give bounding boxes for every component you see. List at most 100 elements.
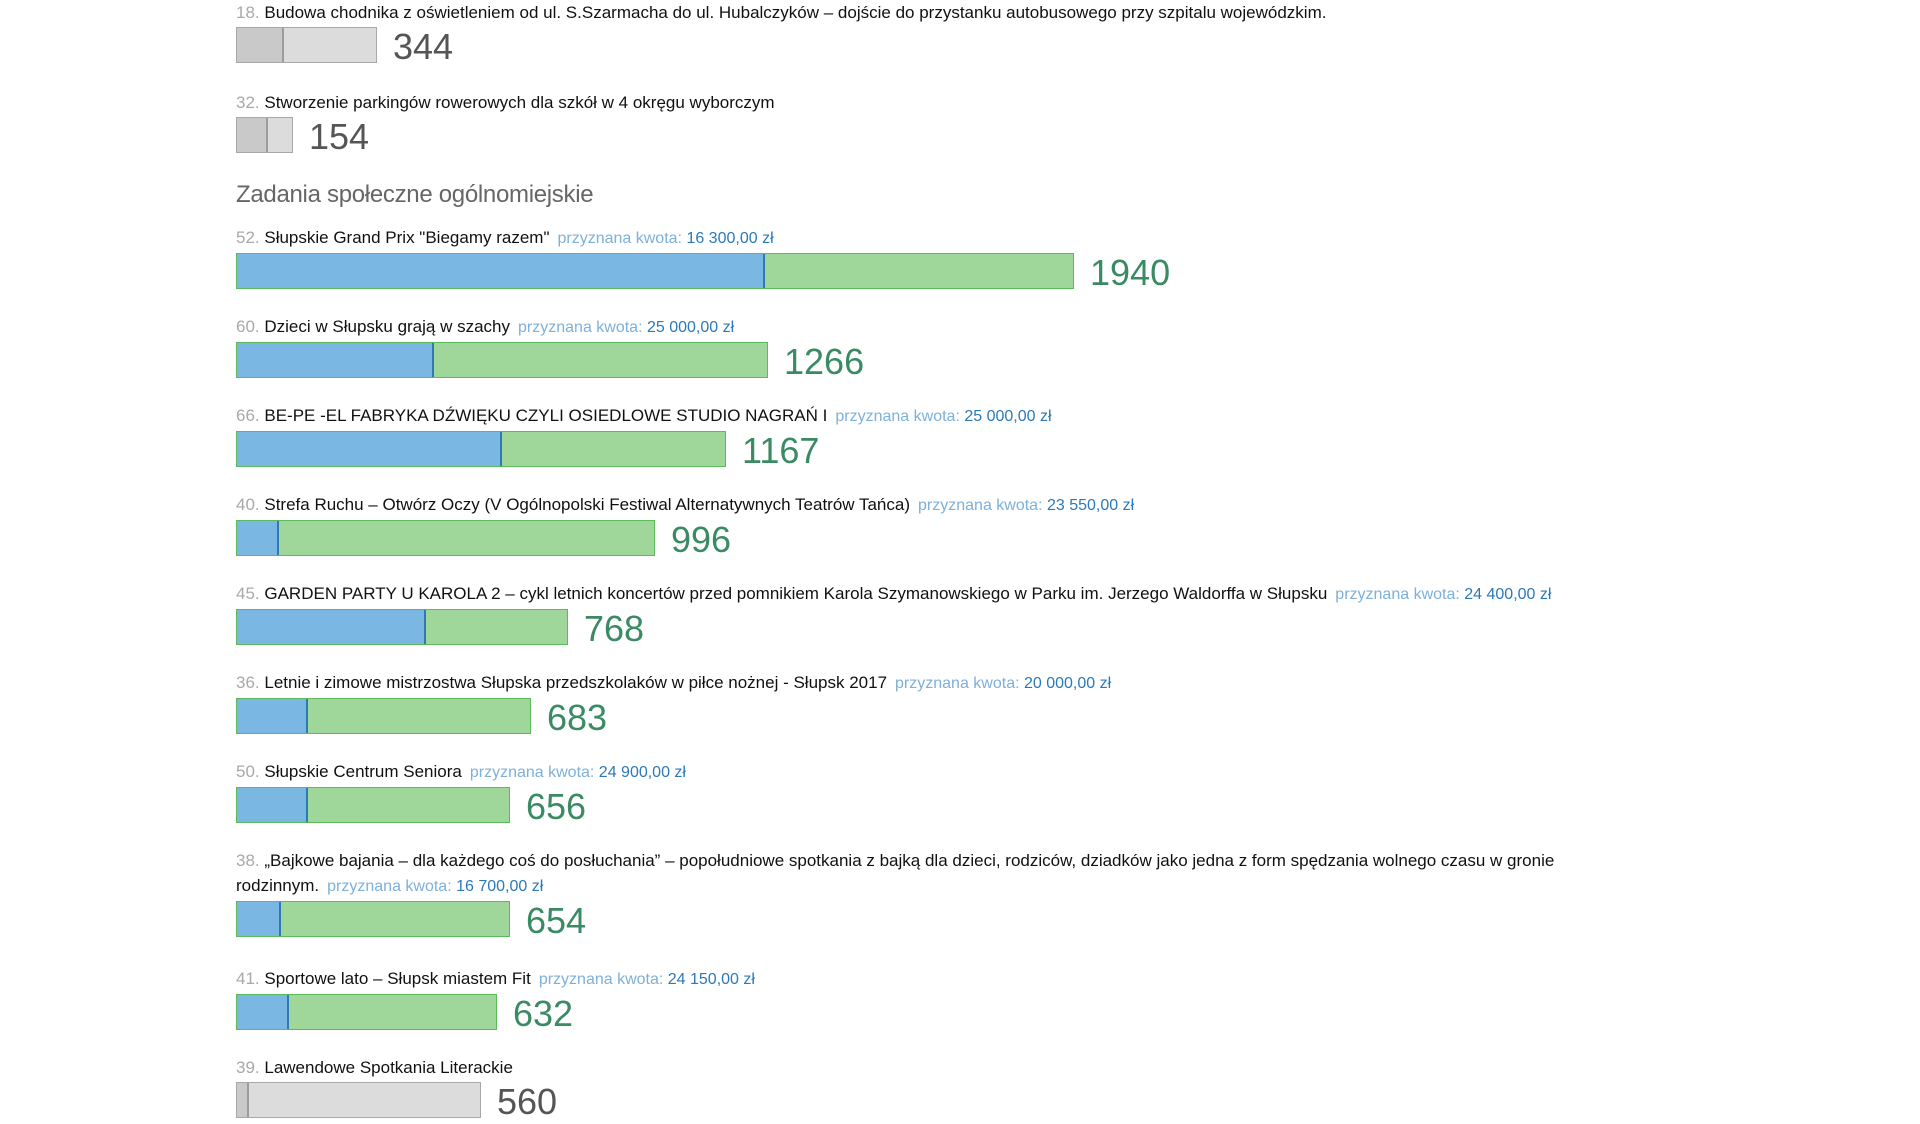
item-title: 38. „Bajkowe bajania – dla każdego coś d…	[236, 848, 1686, 899]
list-item: 50. Słupskie Centrum Seniora przyznana kw…	[236, 759, 1706, 829]
item-title: 40. Strefa Ruchu – Otwórz Oczy (V Ogólno…	[236, 492, 1706, 518]
list-item: 52. Słupskie Grand Prix "Biegamy razem" p…	[236, 225, 1706, 295]
vote-bar-segment	[237, 788, 308, 822]
vote-bar-segment	[237, 521, 279, 555]
granted-amount-value: 24 400,00 zł	[1464, 586, 1552, 603]
granted-amount-label: przyznana kwota:	[835, 408, 965, 425]
item-title-text: Stworzenie parkingów rowerowych dla szkó…	[264, 93, 775, 112]
vote-bar-segment	[237, 118, 268, 152]
list-item: 66. BE-PE -EL FABRYKA DŹWIĘKU CZYLI OSIE…	[236, 403, 1706, 473]
vote-bar-row: 768	[236, 609, 1706, 651]
list-item: 18. Budowa chodnika z oświetleniem od ul…	[236, 0, 1706, 69]
vote-bar	[236, 787, 510, 823]
granted-amount: przyznana kwota: 25 000,00 zł	[518, 319, 734, 336]
granted-amount-label: przyznana kwota:	[327, 878, 457, 895]
item-number: 60.	[236, 317, 265, 336]
vote-bar	[236, 431, 726, 467]
vote-count: 1940	[1090, 252, 1171, 293]
item-number: 32.	[236, 93, 265, 112]
vote-bar	[236, 27, 377, 63]
vote-bar	[236, 901, 510, 937]
vote-bar-row: 154	[236, 117, 1706, 159]
vote-bar-row: 560	[236, 1082, 1706, 1124]
vote-bar-segment	[237, 432, 502, 466]
vote-bar	[236, 1082, 481, 1118]
vote-bar-row: 1940	[236, 253, 1706, 295]
granted-amount-label: przyznana kwota:	[538, 971, 668, 988]
granted-amount-label: przyznana kwota:	[895, 675, 1024, 692]
granted-amount-label: przyznana kwota:	[557, 230, 687, 247]
vote-bar-segment	[237, 995, 289, 1029]
granted-amount: przyznana kwota: 16 300,00 zł	[557, 230, 773, 247]
item-title-text: „Bajkowe bajania – dla każdego coś do po…	[236, 851, 1555, 895]
granted-amount-value: 25 000,00 zł	[964, 408, 1052, 425]
vote-count: 996	[671, 519, 732, 560]
vote-bar-row: 1266	[236, 342, 1706, 384]
vote-count: 654	[526, 900, 587, 941]
vote-bar	[236, 520, 655, 556]
vote-bar-segment	[237, 254, 765, 288]
granted-amount-label: przyznana kwota:	[1335, 586, 1465, 603]
item-title: 39. Lawendowe Spotkania Literackie	[236, 1055, 1706, 1080]
list-item: 38. „Bajkowe bajania – dla każdego coś d…	[236, 848, 1706, 943]
granted-amount-value: 16 300,00 zł	[686, 230, 774, 247]
granted-amount-value: 23 550,00 zł	[1046, 497, 1135, 514]
granted-amount-value: 24 900,00 zł	[598, 764, 686, 781]
vote-bar-row: 996	[236, 520, 1706, 562]
vote-count: 1266	[784, 341, 865, 382]
granted-amount-value: 25 000,00 zł	[646, 319, 735, 336]
vote-bar	[236, 117, 293, 153]
granted-amount-label: przyznana kwota:	[518, 319, 647, 336]
granted-amount: przyznana kwota: 24 400,00 zł	[1335, 586, 1551, 603]
granted-amount: przyznana kwota: 23 550,00 zł	[918, 497, 1134, 514]
vote-bar	[236, 253, 1074, 289]
list-item: 41. Sportowe lato – Słupsk miastem Fit pr…	[236, 966, 1706, 1036]
vote-bar-row: 683	[236, 698, 1706, 740]
item-number: 52.	[236, 228, 265, 247]
list-item: 36. Letnie i zimowe mistrzostwa Słupska …	[236, 670, 1706, 740]
vote-count: 656	[526, 786, 587, 827]
item-number: 50.	[236, 762, 265, 781]
vote-bar-segment	[237, 699, 308, 733]
item-title-text: GARDEN PARTY U KAROLA 2 – cykl letnich k…	[264, 584, 1328, 603]
item-number: 40.	[236, 495, 265, 514]
vote-bar-segment	[237, 1083, 249, 1117]
item-title-text: Strefa Ruchu – Otwórz Oczy (V Ogólnopols…	[264, 495, 911, 514]
vote-bar	[236, 342, 768, 378]
item-number: 38.	[236, 851, 265, 870]
vote-bar	[236, 698, 531, 734]
vote-count: 768	[584, 608, 645, 649]
granted-amount: przyznana kwota: 24 150,00 zł	[539, 971, 755, 988]
item-title-text: Budowa chodnika z oświetleniem od ul. S.…	[264, 3, 1327, 22]
item-title: 36. Letnie i zimowe mistrzostwa Słupska …	[236, 670, 1706, 696]
section-title: Zadania społeczne ogólnomiejskie	[236, 181, 594, 208]
item-title-text: Dzieci w Słupsku grają w szachy	[264, 317, 511, 336]
vote-count: 1167	[742, 430, 820, 471]
vote-bar-row: 1167	[236, 431, 1706, 473]
item-number: 39.	[236, 1058, 265, 1077]
item-title-text: Słupskie Grand Prix "Biegamy razem"	[264, 228, 550, 247]
granted-amount-value: 16 700,00 zł	[456, 878, 544, 895]
vote-count: 560	[497, 1081, 558, 1122]
item-title: 60. Dzieci w Słupsku grają w szachy przyz…	[236, 314, 1706, 340]
vote-count: 632	[513, 993, 574, 1034]
vote-count: 683	[547, 697, 608, 738]
vote-bar-segment	[237, 610, 426, 644]
list-item: 40. Strefa Ruchu – Otwórz Oczy (V Ogólno…	[236, 492, 1706, 562]
item-title: 66. BE-PE -EL FABRYKA DŹWIĘKU CZYLI OSIE…	[236, 403, 1706, 429]
vote-bar-row: 632	[236, 994, 1706, 1036]
vote-bar-segment	[237, 28, 284, 62]
item-title: 32. Stworzenie parkingów rowerowych dla …	[236, 90, 1706, 115]
item-number: 36.	[236, 673, 265, 692]
item-title-text: BE-PE -EL FABRYKA DŹWIĘKU CZYLI OSIEDLOW…	[264, 406, 828, 425]
vote-bar-segment	[237, 902, 281, 936]
list-item: 39. Lawendowe Spotkania Literackie 560	[236, 1055, 1706, 1124]
vote-bar	[236, 994, 497, 1030]
list-item: 32. Stworzenie parkingów rowerowych dla …	[236, 90, 1706, 159]
item-number: 18.	[236, 3, 265, 22]
item-title: 45. GARDEN PARTY U KAROLA 2 – cykl letni…	[236, 581, 1706, 607]
vote-bar	[236, 609, 568, 645]
vote-bar-segment	[237, 343, 434, 377]
granted-amount: przyznana kwota: 24 900,00 zł	[470, 764, 686, 781]
item-number: 66.	[236, 406, 265, 425]
